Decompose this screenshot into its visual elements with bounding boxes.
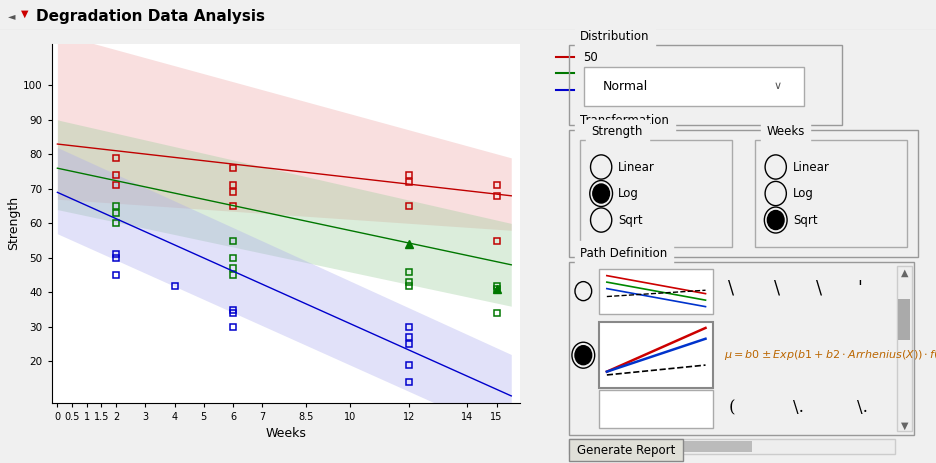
Text: Transformation: Transformation [579,114,668,127]
FancyBboxPatch shape [572,441,752,452]
Text: Degradation Data Analysis: Degradation Data Analysis [36,9,264,24]
Legend: 50, 60, 70: 50, 60, 70 [551,46,603,102]
FancyBboxPatch shape [898,299,910,340]
Text: \: \ [773,280,779,298]
FancyBboxPatch shape [568,439,894,454]
FancyBboxPatch shape [583,67,803,106]
Text: ': ' [856,280,861,298]
Circle shape [592,184,608,203]
Text: ▲: ▲ [899,268,907,277]
Text: ◄: ◄ [7,12,15,22]
Text: Strength: Strength [591,125,642,138]
Text: $\mu = b0 \pm Exp\left(b1 + b2 \cdot Arrhenius\left(X\right)\right) \cdot f(ti$: $\mu = b0 \pm Exp\left(b1 + b2 \cdot Arr… [724,348,936,362]
Text: Distribution: Distribution [579,30,649,43]
Text: Linear: Linear [618,161,654,174]
Text: Sqrt: Sqrt [792,213,816,226]
Text: \: \ [814,280,821,298]
Circle shape [767,211,783,230]
Text: Log: Log [792,187,812,200]
Text: ∨: ∨ [773,81,782,91]
FancyBboxPatch shape [568,439,682,461]
Text: ▼: ▼ [899,420,907,430]
FancyBboxPatch shape [599,390,712,428]
FancyBboxPatch shape [896,266,911,431]
Circle shape [575,346,591,365]
Text: Path Definition: Path Definition [579,246,666,260]
Text: ▼: ▼ [21,8,28,19]
FancyBboxPatch shape [599,269,712,313]
Text: \: \ [727,280,734,298]
X-axis label: Weeks: Weeks [265,427,306,440]
Text: \.: \. [856,399,868,416]
Text: \.: \. [792,399,803,416]
Text: (: ( [727,399,734,416]
Y-axis label: Strength: Strength [7,196,20,250]
FancyBboxPatch shape [599,322,712,388]
Text: Log: Log [618,187,638,200]
Text: Sqrt: Sqrt [618,213,642,226]
Text: Linear: Linear [792,161,828,174]
Text: Generate Report: Generate Report [576,444,674,457]
Text: Normal: Normal [603,80,648,93]
Text: Weeks: Weeks [766,125,804,138]
